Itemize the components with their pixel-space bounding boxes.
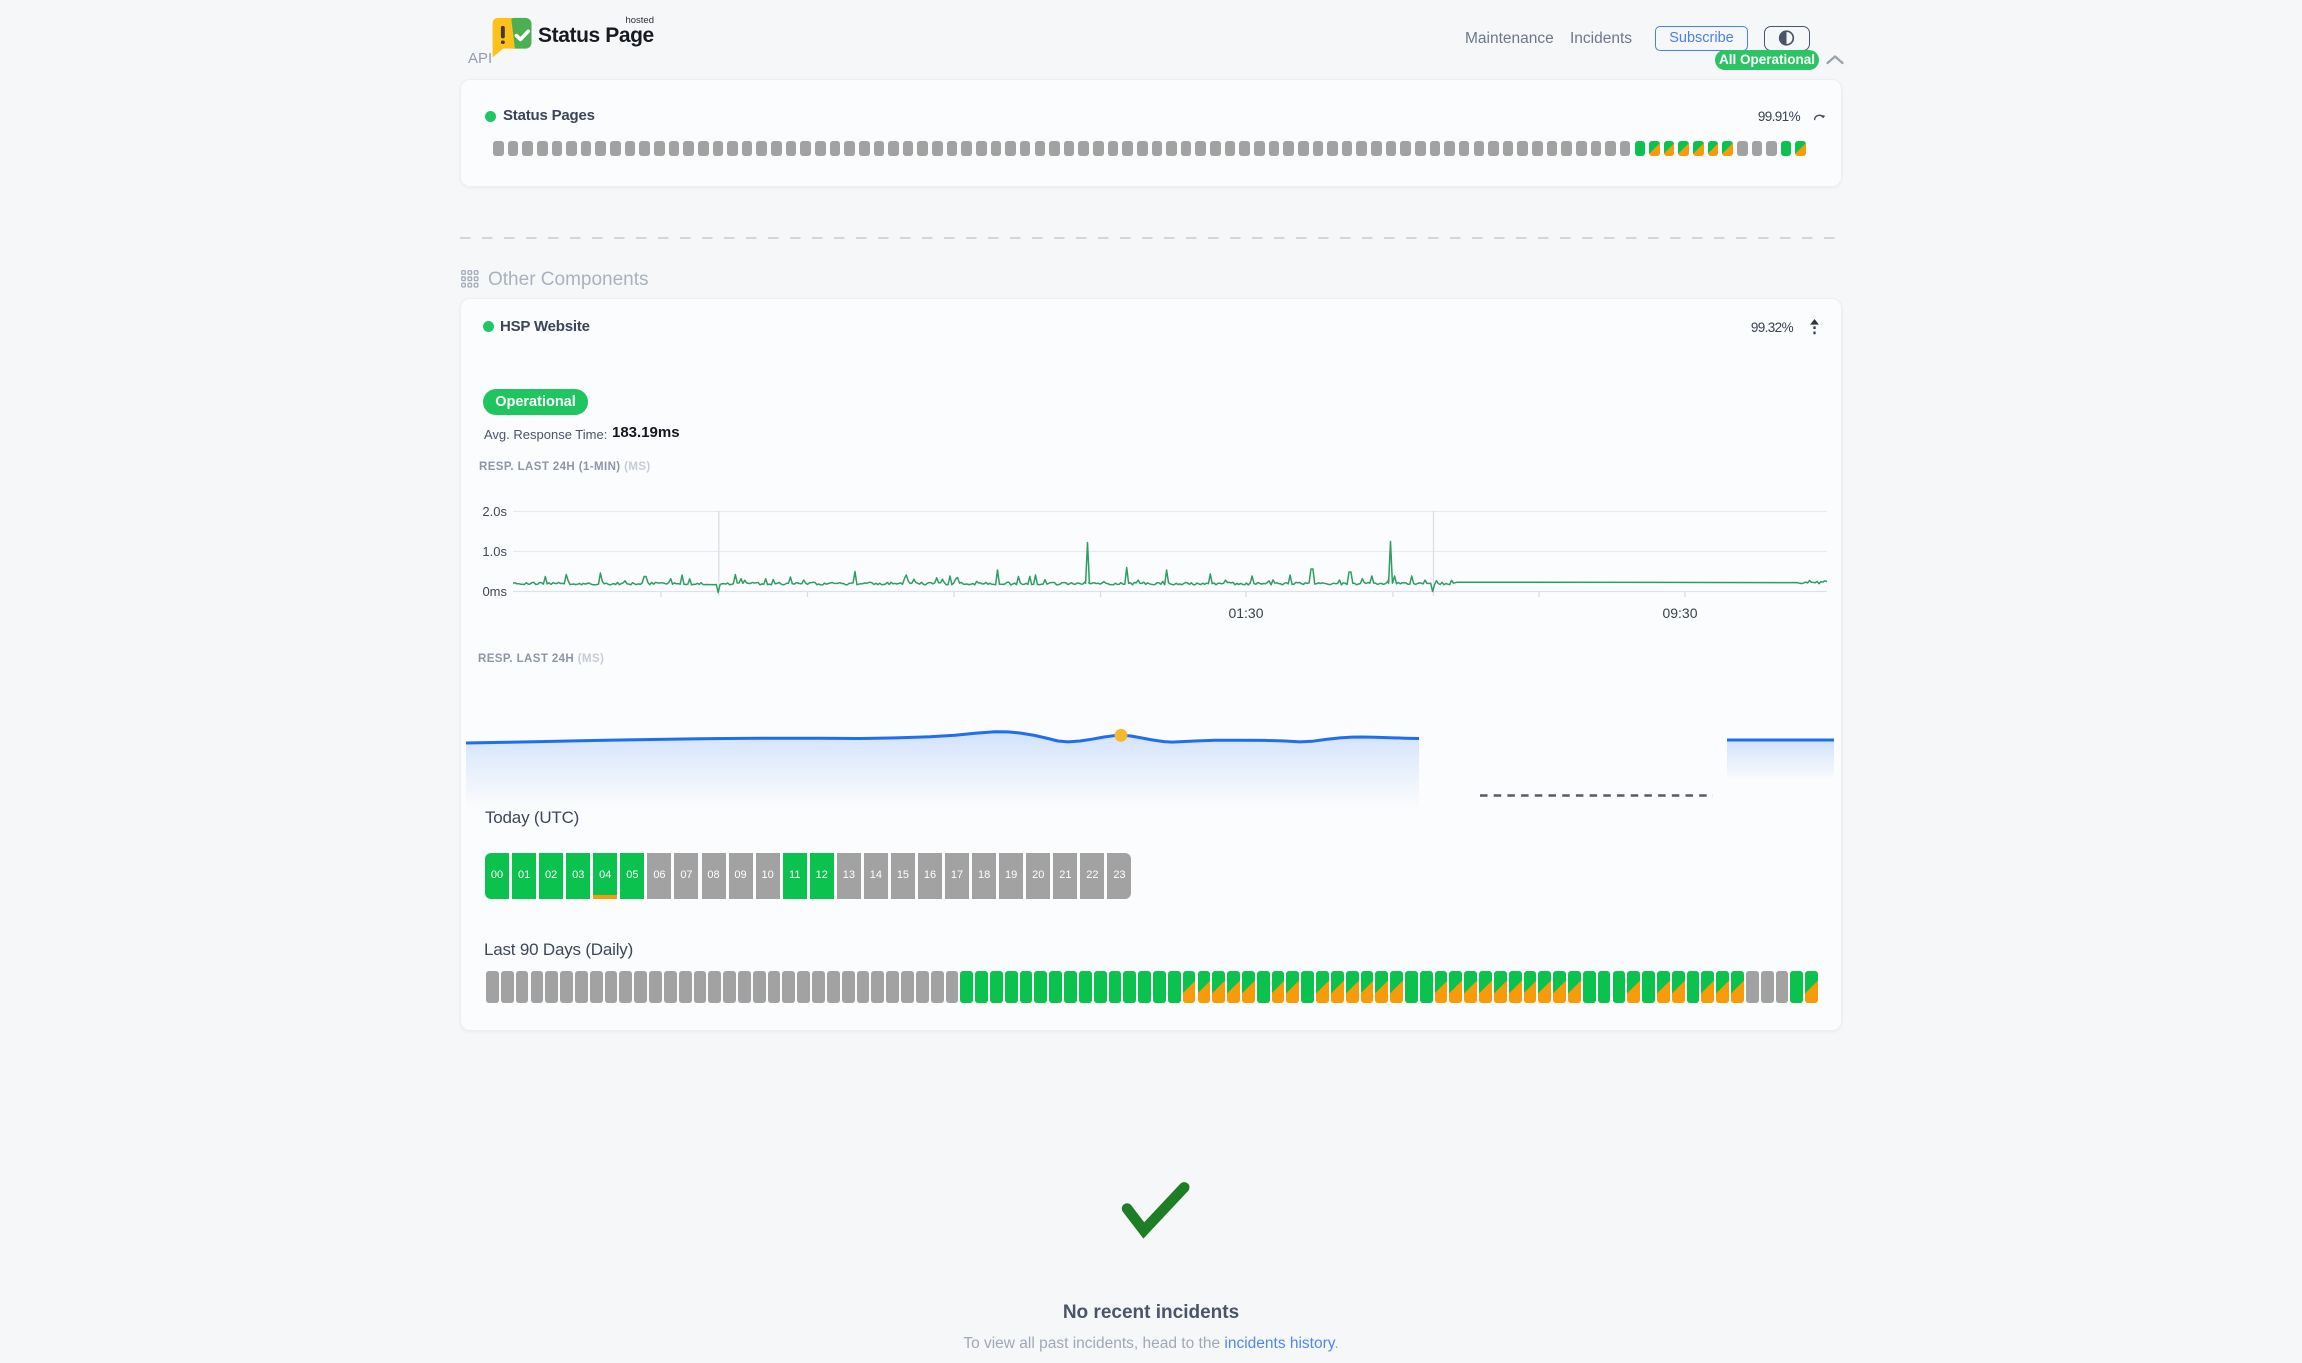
svg-text:09:30: 09:30	[1662, 605, 1697, 621]
svg-text:1.0s: 1.0s	[482, 544, 507, 559]
svg-text:2.0s: 2.0s	[482, 504, 507, 519]
svg-text:0ms: 0ms	[482, 584, 507, 599]
svg-text:01:30: 01:30	[1228, 605, 1263, 621]
